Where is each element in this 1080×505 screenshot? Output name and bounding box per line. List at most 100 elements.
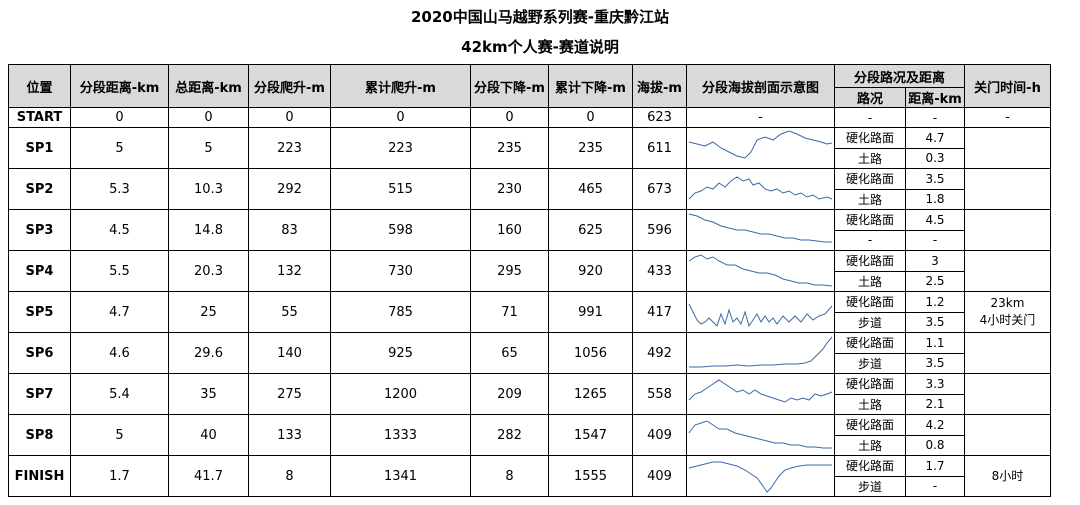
cum-climb-cell: 925 xyxy=(330,332,471,374)
position-cell: SP1 xyxy=(8,127,71,169)
road-dist-cell: 3.3 xyxy=(905,373,965,395)
road-type-cell: 硬化路面 xyxy=(834,209,906,231)
elevation-profile-line xyxy=(688,303,833,328)
altitude-cell: 611 xyxy=(632,127,687,169)
road-dist-cell: 0.8 xyxy=(905,434,965,456)
cum-climb-cell: 1341 xyxy=(330,455,471,497)
seg-climb-cell: 55 xyxy=(248,291,331,333)
total-dist-cell: 35 xyxy=(168,373,249,415)
header-seg-climb: 分段爬升-m xyxy=(248,64,331,108)
table-row: SP1 5 5 223 223 235 235 611 硬化路面 4.7 xyxy=(8,127,1051,169)
cutoff-cell xyxy=(964,414,1051,456)
seg-descent-cell: 282 xyxy=(470,414,549,456)
elevation-profile xyxy=(688,176,833,200)
elevation-profile-line xyxy=(688,130,833,159)
elevation-profile-cell xyxy=(686,332,835,374)
road-dist-cell: 3.5 xyxy=(905,168,965,190)
total-dist-cell: 20.3 xyxy=(168,250,249,292)
header-road-type: 路况 xyxy=(834,87,906,108)
cum-climb-cell: 1333 xyxy=(330,414,471,456)
header-cum-climb: 累计爬升-m xyxy=(330,64,471,108)
road-dist-cell: 1.2 xyxy=(905,291,965,313)
total-dist-cell: 5 xyxy=(168,127,249,169)
cutoff-cell xyxy=(964,127,1051,169)
altitude-cell: 417 xyxy=(632,291,687,333)
seg-climb-cell: 292 xyxy=(248,168,331,210)
road-type-cell: 硬化路面 xyxy=(834,250,906,272)
road-dist-cell: - xyxy=(905,475,965,497)
header-cutoff: 关门时间-h xyxy=(964,64,1051,108)
table-row: SP5 4.7 25 55 785 71 991 417 硬化路面 1.2 23km 4小时关门 xyxy=(8,291,1051,333)
table-row-sub: 步道 - xyxy=(9,475,1051,497)
cum-descent-cell: 625 xyxy=(548,209,633,251)
elevation-profile xyxy=(688,461,832,493)
total-dist-cell: 14.8 xyxy=(168,209,249,251)
cutoff-cell xyxy=(964,209,1051,251)
page-title: 2020中国山马越野系列赛-重庆黔江站 xyxy=(411,8,669,26)
seg-climb-cell: 83 xyxy=(248,209,331,251)
page-subtitle: 42km个人赛-赛道说明 xyxy=(461,38,619,56)
elevation-profile xyxy=(688,303,833,328)
road-dist-cell: - xyxy=(905,107,965,128)
road-type-cell: 土路 xyxy=(834,147,906,169)
cutoff-cell xyxy=(964,373,1051,415)
elevation-profile-cell xyxy=(686,291,835,333)
position-cell: SP4 xyxy=(8,250,71,292)
total-dist-cell: 40 xyxy=(168,414,249,456)
elevation-profile xyxy=(688,254,833,287)
elevation-profile-cell xyxy=(686,168,835,210)
road-dist-cell: 4.2 xyxy=(905,414,965,436)
seg-descent-cell: 235 xyxy=(470,127,549,169)
road-dist-cell: 4.7 xyxy=(905,127,965,149)
seg-climb-cell: 0 xyxy=(248,107,331,128)
cum-descent-cell: 1547 xyxy=(548,414,633,456)
elevation-profile-line xyxy=(688,420,832,449)
road-dist-cell: 1.1 xyxy=(905,332,965,354)
elevation-profile xyxy=(688,213,832,243)
elevation-profile-line xyxy=(689,336,833,368)
road-type-cell: 硬化路面 xyxy=(834,373,906,395)
elevation-profile-line xyxy=(688,461,832,493)
road-type-cell: 步道 xyxy=(834,475,906,497)
table-row-start: START 0 0 0 0 0 0 623 - - - - xyxy=(8,107,1051,128)
road-dist-cell: 3.5 xyxy=(905,352,965,374)
table-row: FINISH 1.7 41.7 8 1341 8 1555 409 硬化路面 1.7 8小时 xyxy=(8,455,1051,497)
road-type-cell: 土路 xyxy=(834,188,906,210)
road-type-cell: 土路 xyxy=(834,270,906,292)
total-dist-cell: 25 xyxy=(168,291,249,333)
road-type-cell: 步道 xyxy=(834,352,906,374)
cum-climb-cell: 223 xyxy=(330,127,471,169)
elevation-profile-cell xyxy=(686,127,835,169)
position-cell: SP2 xyxy=(8,168,71,210)
altitude-cell: 673 xyxy=(632,168,687,210)
seg-dist-cell: 0 xyxy=(70,107,169,128)
total-dist-cell: 41.7 xyxy=(168,455,249,497)
header-cum-descent: 累计下降-m xyxy=(548,64,633,108)
cum-climb-cell: 1200 xyxy=(330,373,471,415)
cum-descent-cell: 235 xyxy=(548,127,633,169)
header-position: 位置 xyxy=(8,64,71,108)
position-cell: SP7 xyxy=(8,373,71,415)
header-profile: 分段海拔剖面示意图 xyxy=(686,64,835,108)
title-block: 2020中国山马越野系列赛-重庆黔江站 42km个人赛-赛道说明 xyxy=(0,0,1080,64)
seg-descent-cell: 0 xyxy=(470,107,549,128)
road-type-cell: 硬化路面 xyxy=(834,168,906,190)
header-seg-dist: 分段距离-km xyxy=(70,64,169,108)
seg-descent-cell: 230 xyxy=(470,168,549,210)
table-row: SP8 5 40 133 1333 282 1547 409 硬化路面 4.2 xyxy=(8,414,1051,456)
total-dist-cell: 10.3 xyxy=(168,168,249,210)
cum-descent-cell: 0 xyxy=(548,107,633,128)
cum-climb-cell: 785 xyxy=(330,291,471,333)
position-cell: SP5 xyxy=(8,291,71,333)
table-row-sub: 土路 2.1 xyxy=(9,393,1051,415)
header-road-dist: 距离-km xyxy=(905,87,965,108)
cutoff-cell xyxy=(964,250,1051,292)
altitude-cell: 558 xyxy=(632,373,687,415)
cum-climb-cell: 515 xyxy=(330,168,471,210)
position-cell: START xyxy=(8,107,71,128)
seg-dist-cell: 4.7 xyxy=(70,291,169,333)
altitude-cell: 433 xyxy=(632,250,687,292)
elevation-profile-cell xyxy=(686,373,835,415)
road-dist-cell: 1.8 xyxy=(905,188,965,210)
table-row-sub: 步道 3.5 xyxy=(9,311,1051,333)
